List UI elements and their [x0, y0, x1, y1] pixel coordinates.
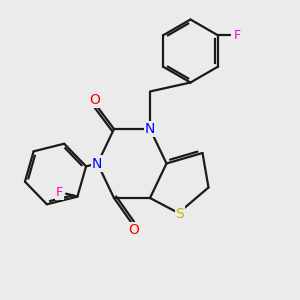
Text: O: O [128, 223, 139, 237]
Text: N: N [92, 157, 102, 170]
Text: N: N [145, 122, 155, 136]
Text: F: F [233, 29, 241, 42]
Text: F: F [56, 186, 63, 199]
Text: O: O [89, 93, 100, 106]
Text: S: S [176, 207, 184, 220]
